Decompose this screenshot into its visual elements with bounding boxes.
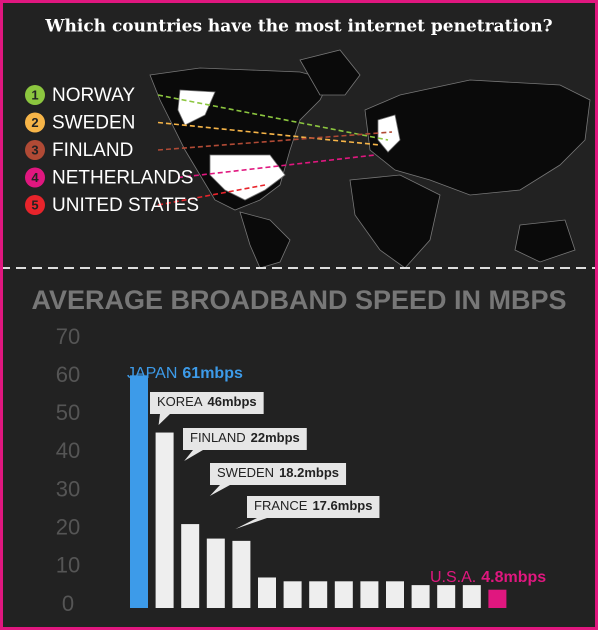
legend-number: 2	[31, 115, 38, 130]
legend-badge	[25, 140, 45, 160]
legend-connector	[157, 184, 266, 206]
callout: FRANCE 17.6mbps	[235, 496, 380, 529]
callout-box	[150, 392, 264, 425]
value-label: 46mbps	[208, 394, 257, 409]
category-label: U.S.A.	[430, 569, 476, 586]
africa	[349, 174, 441, 269]
bar	[437, 585, 456, 608]
south-america	[239, 211, 291, 269]
bar-label: KOREA 46mbps	[157, 394, 257, 409]
greenland	[299, 49, 361, 96]
value-label: 61mbps	[182, 365, 243, 382]
bar-label: SWEDEN 18.2mbps	[217, 465, 339, 480]
legend-badge	[25, 85, 45, 105]
world-map	[149, 49, 591, 269]
legend-connector	[157, 131, 393, 151]
y-tick-label: 10	[56, 553, 80, 578]
legend-number: 1	[31, 87, 38, 102]
legend-label: NETHERLANDS	[52, 168, 193, 189]
bar	[206, 538, 225, 608]
legend-connector	[177, 154, 376, 179]
legend-label: FINLAND	[52, 140, 133, 161]
bar	[411, 585, 430, 608]
scandinavia	[377, 114, 401, 153]
legend-connector	[157, 121, 381, 146]
callout: SWEDEN 18.2mbps	[209, 463, 347, 496]
bar	[155, 432, 174, 608]
callout: KOREA 46mbps	[150, 392, 264, 425]
bar	[181, 524, 200, 608]
legend-badge	[25, 112, 45, 133]
callout: FINLAND 22mbps	[183, 428, 307, 461]
legend-number: 4	[31, 170, 39, 185]
usa	[209, 154, 286, 201]
category-label: FINLAND	[190, 430, 246, 445]
bar	[360, 581, 379, 608]
bar	[386, 581, 404, 608]
bar	[309, 581, 328, 608]
alaska	[177, 89, 216, 126]
callout-box	[183, 428, 307, 461]
bar	[130, 375, 148, 608]
y-tick-label: 50	[56, 400, 80, 425]
callout-box	[209, 463, 347, 496]
bar	[462, 585, 481, 608]
category-label: SWEDEN	[217, 465, 274, 480]
y-tick-label: 30	[56, 476, 80, 501]
category-label: JAPAN	[127, 365, 177, 382]
y-tick-label: 40	[56, 438, 80, 463]
eurasia	[364, 79, 591, 196]
category-label: KOREA	[157, 394, 203, 409]
value-label: 17.6mbps	[312, 498, 372, 513]
bar-label: FRANCE 17.6mbps	[254, 498, 372, 513]
category-label: FRANCE	[254, 498, 308, 513]
legend-number: 5	[31, 197, 38, 212]
australia	[514, 219, 576, 263]
bar-label: JAPAN 61mbps	[127, 365, 243, 382]
bar	[258, 577, 276, 608]
legend-number: 3	[31, 142, 38, 157]
legend-label: UNITED STATES	[52, 195, 199, 216]
legend-label: SWEDEN	[52, 113, 135, 134]
legend-badge	[25, 195, 45, 215]
bar	[232, 540, 251, 608]
value-label: 18.2mbps	[279, 465, 339, 480]
callout-box	[235, 496, 380, 529]
legend-connector	[157, 94, 389, 141]
bar	[488, 589, 507, 608]
legend-badge	[25, 167, 45, 188]
bar-label: U.S.A. 4.8mbps	[430, 569, 546, 586]
value-label: 22mbps	[251, 430, 300, 445]
title: Which countries have the most internet p…	[44, 17, 552, 37]
y-tick-label: 0	[62, 591, 74, 616]
y-tick-label: 70	[56, 324, 80, 349]
value-label: 4.8mbps	[481, 569, 546, 586]
y-tick-label: 20	[56, 515, 80, 540]
legend-label: NORWAY	[52, 85, 135, 106]
bar-label: FINLAND 22mbps	[190, 430, 300, 445]
bar	[334, 581, 353, 608]
y-tick-label: 60	[56, 362, 80, 387]
bar	[283, 581, 302, 608]
chart-title: AVERAGE BROADBAND SPEED IN MBPS	[31, 285, 566, 315]
